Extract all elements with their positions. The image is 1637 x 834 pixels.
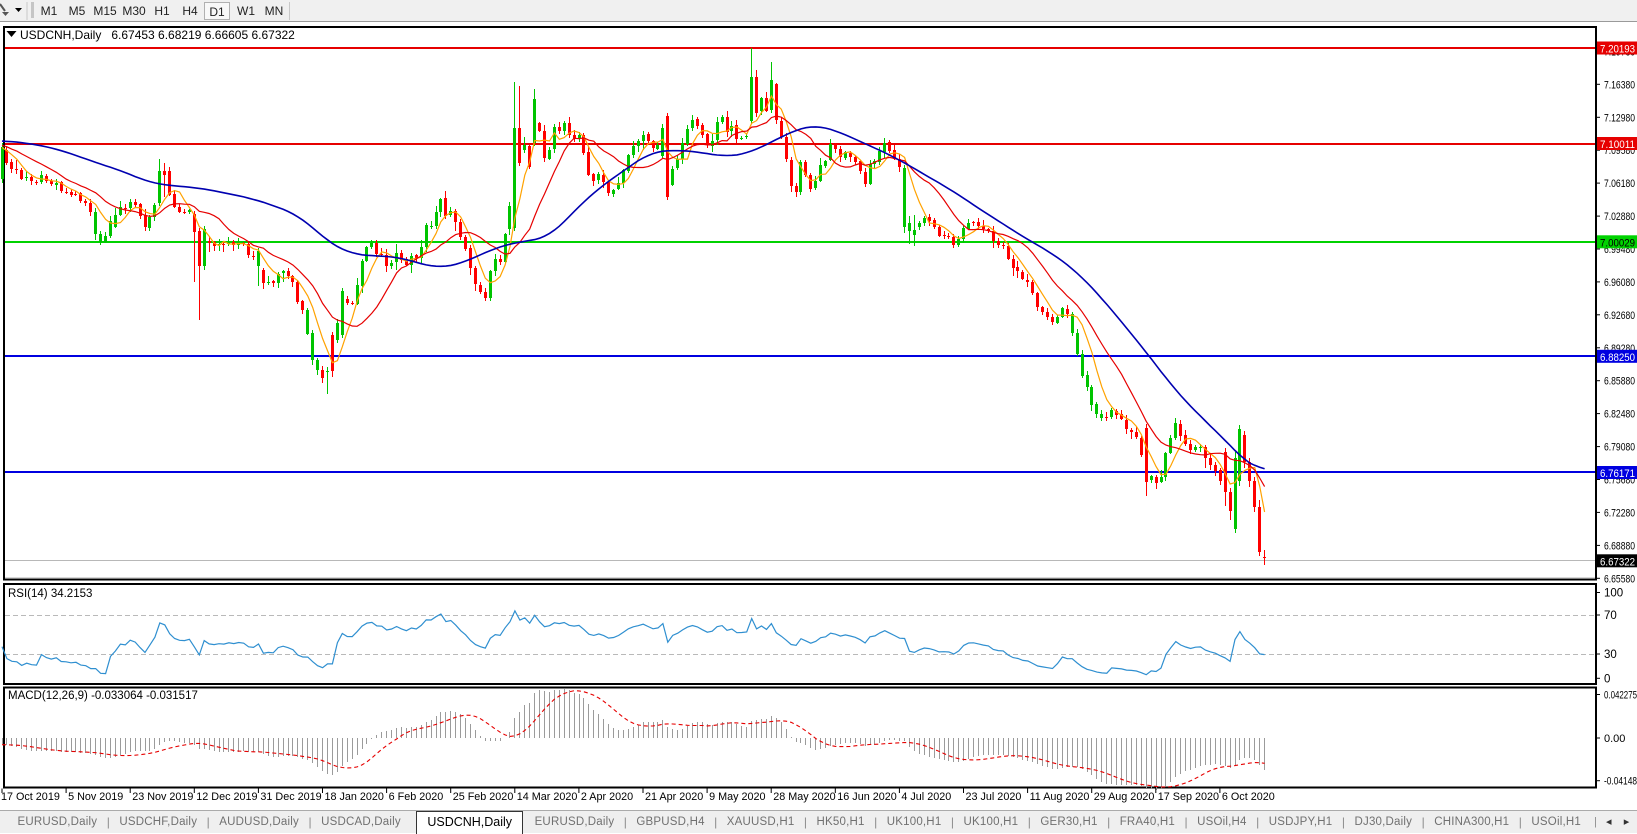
svg-text:0: 0 xyxy=(1604,673,1610,685)
svg-text:-0.04148: -0.04148 xyxy=(1604,776,1637,788)
svg-text:6.79080: 6.79080 xyxy=(1604,442,1635,454)
svg-text:6.96080: 6.96080 xyxy=(1604,277,1635,289)
svg-text:6.68880: 6.68880 xyxy=(1604,540,1635,552)
svg-text:7.02880: 7.02880 xyxy=(1604,211,1635,223)
svg-text:21 Apr 2020: 21 Apr 2020 xyxy=(645,791,703,803)
svg-text:12 Dec 2019: 12 Dec 2019 xyxy=(196,791,257,803)
svg-text:6.76171: 6.76171 xyxy=(1600,468,1635,480)
svg-text:17 Oct 2019: 17 Oct 2019 xyxy=(1,791,60,803)
svg-text:23 Jul 2020: 23 Jul 2020 xyxy=(966,791,1022,803)
svg-text:31 Dec 2019: 31 Dec 2019 xyxy=(260,791,321,803)
svg-text:100: 100 xyxy=(1604,588,1623,600)
svg-text:7.06180: 7.06180 xyxy=(1604,178,1635,190)
svg-text:7.10011: 7.10011 xyxy=(1600,139,1635,151)
svg-text:4 Jul 2020: 4 Jul 2020 xyxy=(901,791,951,803)
svg-text:0.042275: 0.042275 xyxy=(1604,690,1637,702)
svg-text:23 Nov 2019: 23 Nov 2019 xyxy=(132,791,193,803)
svg-text:5 Nov 2019: 5 Nov 2019 xyxy=(68,791,123,803)
svg-text:6.88250: 6.88250 xyxy=(1600,352,1635,364)
svg-text:6 Feb 2020: 6 Feb 2020 xyxy=(389,791,444,803)
svg-text:6 Oct 2020: 6 Oct 2020 xyxy=(1222,791,1275,803)
svg-text:6.85880: 6.85880 xyxy=(1604,376,1635,388)
svg-text:29 Aug 2020: 29 Aug 2020 xyxy=(1094,791,1155,803)
svg-text:18 Jan 2020: 18 Jan 2020 xyxy=(325,791,384,803)
svg-text:70: 70 xyxy=(1604,610,1617,622)
svg-text:2 Apr 2020: 2 Apr 2020 xyxy=(581,791,633,803)
svg-text:6.72280: 6.72280 xyxy=(1604,507,1635,519)
svg-text:USDCNH,Daily 6.67453 6.68219: USDCNH,Daily 6.67453 6.68219 6.66605 6.6… xyxy=(20,28,295,42)
svg-text:6.67322: 6.67322 xyxy=(1600,556,1635,568)
svg-text:0.00: 0.00 xyxy=(1604,733,1625,745)
svg-text:16 Jun 2020: 16 Jun 2020 xyxy=(837,791,896,803)
svg-text:11 Aug 2020: 11 Aug 2020 xyxy=(1030,791,1090,803)
svg-text:7.20193: 7.20193 xyxy=(1600,44,1635,56)
svg-text:RSI(14) 34.2153: RSI(14) 34.2153 xyxy=(8,588,92,600)
svg-text:7.16380: 7.16380 xyxy=(1604,79,1635,91)
svg-text:6.82480: 6.82480 xyxy=(1604,409,1635,421)
svg-text:7.00029: 7.00029 xyxy=(1600,237,1635,249)
svg-text:MACD(12,26,9) -0.033064 -0.031: MACD(12,26,9) -0.033064 -0.031517 xyxy=(8,690,198,702)
svg-text:28 May 2020: 28 May 2020 xyxy=(773,791,835,803)
svg-text:6.92680: 6.92680 xyxy=(1604,310,1635,322)
svg-text:30: 30 xyxy=(1604,649,1617,661)
svg-text:25 Feb 2020: 25 Feb 2020 xyxy=(453,791,514,803)
svg-text:6.65580: 6.65580 xyxy=(1604,573,1635,585)
svg-text:17 Sep 2020: 17 Sep 2020 xyxy=(1158,791,1219,803)
svg-text:9 May 2020: 9 May 2020 xyxy=(709,791,765,803)
svg-text:14 Mar 2020: 14 Mar 2020 xyxy=(517,791,578,803)
svg-text:7.12980: 7.12980 xyxy=(1604,112,1635,124)
